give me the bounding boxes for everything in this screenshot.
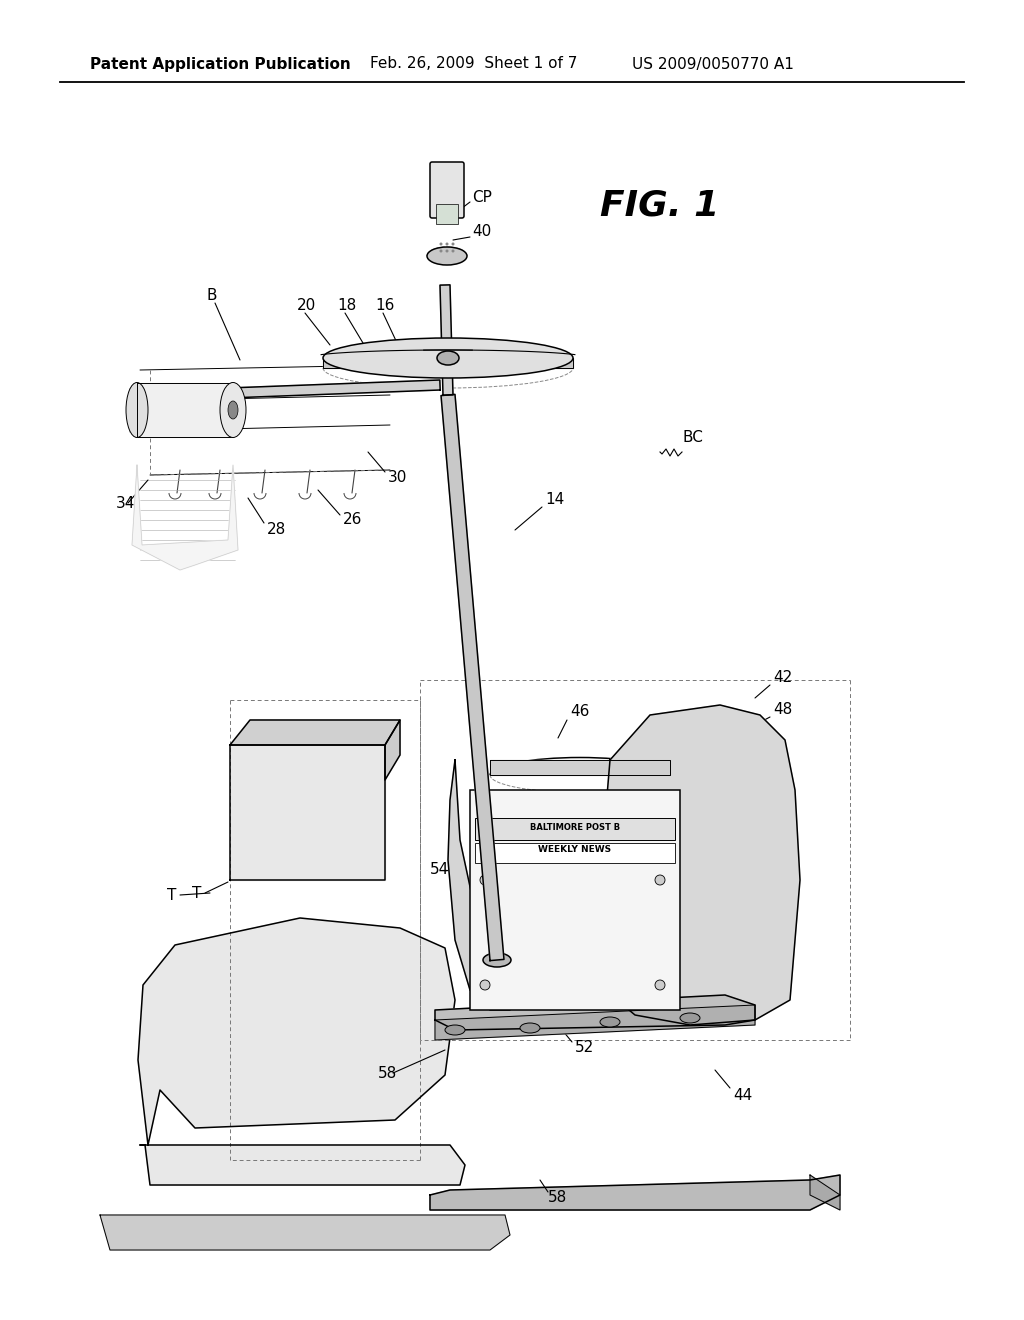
Ellipse shape	[480, 875, 490, 884]
Ellipse shape	[228, 401, 238, 418]
Polygon shape	[100, 1214, 510, 1250]
Ellipse shape	[483, 953, 511, 968]
Polygon shape	[385, 719, 400, 780]
Ellipse shape	[445, 243, 449, 246]
Ellipse shape	[452, 249, 455, 252]
Polygon shape	[230, 719, 400, 744]
Text: Patent Application Publication: Patent Application Publication	[90, 57, 351, 71]
Text: 18: 18	[337, 297, 356, 313]
Text: 48: 48	[773, 702, 793, 718]
Text: B: B	[207, 288, 217, 302]
Bar	[470, 789, 680, 1010]
Ellipse shape	[323, 338, 573, 378]
Ellipse shape	[439, 243, 442, 246]
Polygon shape	[490, 760, 670, 775]
Ellipse shape	[480, 979, 490, 990]
Polygon shape	[441, 395, 504, 961]
Polygon shape	[440, 285, 453, 395]
Text: Feb. 26, 2009  Sheet 1 of 7: Feb. 26, 2009 Sheet 1 of 7	[370, 57, 578, 71]
Polygon shape	[137, 383, 233, 437]
Text: 44: 44	[733, 1088, 753, 1102]
Polygon shape	[810, 1175, 840, 1210]
Polygon shape	[435, 995, 755, 1030]
Ellipse shape	[520, 1023, 540, 1034]
Bar	[436, 205, 458, 224]
Polygon shape	[323, 358, 573, 368]
Ellipse shape	[600, 1016, 620, 1027]
Text: 34: 34	[116, 495, 135, 511]
Ellipse shape	[445, 249, 449, 252]
Bar	[475, 843, 675, 863]
Text: 14: 14	[545, 492, 564, 507]
Text: T: T	[193, 886, 202, 900]
Ellipse shape	[655, 875, 665, 884]
Polygon shape	[138, 917, 455, 1144]
Ellipse shape	[452, 243, 455, 246]
Text: 46: 46	[570, 705, 590, 719]
Text: T: T	[167, 887, 176, 903]
Text: 16: 16	[375, 297, 394, 313]
Polygon shape	[430, 1175, 840, 1210]
Polygon shape	[600, 705, 800, 1026]
Ellipse shape	[655, 979, 665, 990]
Ellipse shape	[126, 383, 148, 437]
Polygon shape	[140, 1144, 465, 1185]
Polygon shape	[435, 1005, 755, 1040]
Ellipse shape	[427, 247, 467, 265]
Text: 54: 54	[430, 862, 450, 878]
Text: 58: 58	[548, 1191, 567, 1205]
Text: 30: 30	[388, 470, 408, 486]
Text: 20: 20	[297, 297, 316, 313]
Text: 52: 52	[575, 1040, 594, 1056]
Text: WEEKLY NEWS: WEEKLY NEWS	[539, 846, 611, 854]
Ellipse shape	[439, 249, 442, 252]
Text: 28: 28	[267, 523, 287, 537]
Text: US 2009/0050770 A1: US 2009/0050770 A1	[632, 57, 794, 71]
Text: BC: BC	[682, 429, 702, 445]
Text: 42: 42	[773, 671, 793, 685]
Text: CP: CP	[472, 190, 492, 205]
Text: BALTIMORE POST B: BALTIMORE POST B	[530, 824, 621, 833]
Polygon shape	[230, 744, 385, 880]
Ellipse shape	[445, 1026, 465, 1035]
Bar	[475, 818, 675, 840]
Ellipse shape	[680, 1012, 700, 1023]
Polygon shape	[132, 465, 238, 570]
Text: X: X	[513, 351, 523, 366]
Text: FIG. 1: FIG. 1	[600, 187, 719, 222]
Ellipse shape	[437, 351, 459, 366]
Polygon shape	[449, 760, 510, 1010]
FancyBboxPatch shape	[430, 162, 464, 218]
Text: 26: 26	[343, 512, 362, 528]
Text: 58: 58	[378, 1065, 397, 1081]
Ellipse shape	[220, 383, 246, 437]
Text: 40: 40	[472, 224, 492, 239]
Polygon shape	[175, 380, 440, 400]
